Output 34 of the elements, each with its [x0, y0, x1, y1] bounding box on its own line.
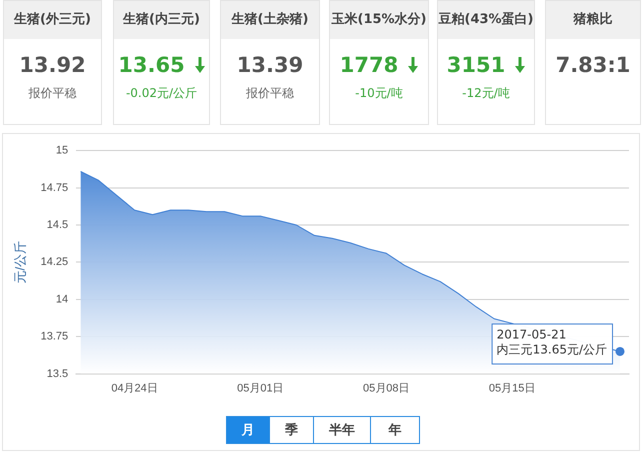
text: 猪粮比: [546, 1, 640, 39]
text: 半年: [313, 416, 371, 444]
text: -0.02元/公斤: [124, 85, 198, 102]
text: 生猪(外三元): [4, 1, 101, 39]
text: 豆粕(43%蛋白): [438, 1, 534, 39]
text: 3151: [446, 52, 506, 79]
text: 13.65: [118, 52, 185, 79]
y-tick-label: 14.75: [40, 182, 68, 194]
text: 报价平稳: [28, 85, 78, 102]
text: 生猪(内三元): [114, 1, 209, 39]
y-axis-title: 元/公斤: [12, 240, 28, 284]
text: -12元/吨: [461, 85, 511, 102]
x-tick-label: 05月08日: [363, 382, 410, 394]
text: 1778: [340, 52, 398, 79]
text: 13.39: [236, 52, 304, 79]
y-tick-label: 13.75: [40, 330, 68, 343]
text: 季: [269, 416, 314, 444]
text: 年: [370, 416, 420, 444]
text: -10元/吨: [354, 85, 404, 102]
text: 报价平稳: [245, 85, 295, 102]
text: 月: [226, 416, 270, 444]
x-tick-label: 05月15日: [488, 382, 536, 394]
y-tick-label: 14: [56, 293, 68, 306]
x-tick-label: 05月01日: [237, 382, 284, 394]
y-tick-label: 14.5: [46, 219, 68, 232]
annotation: 2017-05-21 内三元13.65元/公斤: [496, 328, 608, 357]
text: 玉米(15%水分): [330, 1, 428, 39]
y-tick-label: 15: [56, 144, 68, 157]
y-tick-label: 14.25: [40, 256, 68, 268]
text: 生猪(土杂猪): [221, 1, 319, 39]
x-tick-label: 04月24日: [111, 382, 158, 394]
text: 7.83:1: [556, 52, 630, 79]
text: 13.92: [19, 52, 86, 79]
y-tick-label: 13.5: [46, 368, 68, 380]
